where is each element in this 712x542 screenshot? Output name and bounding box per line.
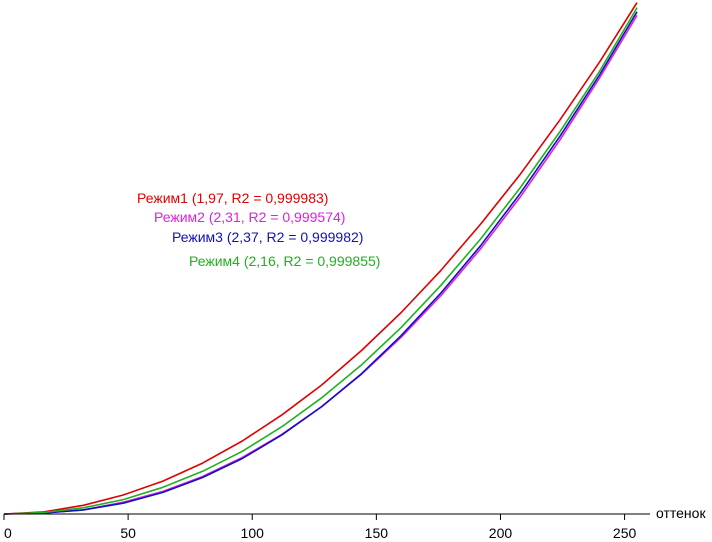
legend-entry-4: Режим4 (2,16, R2 = 0,999855) <box>189 253 380 269</box>
plot-lines <box>3 2 638 515</box>
legend-entry-3: Режим3 (2,37, R2 = 0,999982) <box>172 229 363 245</box>
series-line-1 <box>3 2 638 515</box>
series-line-3 <box>3 11 638 515</box>
x-tick-label-200: 200 <box>489 525 513 541</box>
x-axis <box>3 513 650 520</box>
series-line-4 <box>3 7 638 515</box>
legend: Режим1 (1,97, R2 = 0,999983) Режим2 (2,31… <box>137 190 380 269</box>
x-tick-labels: 0 50 100 150 200 250 <box>4 525 636 541</box>
legend-entry-1: Режим1 (1,97, R2 = 0,999983) <box>137 190 328 206</box>
x-tick-label-250: 250 <box>613 525 637 541</box>
x-tick-label-50: 50 <box>120 525 136 541</box>
legend-entry-2: Режим2 (2,31, R2 = 0,999574) <box>154 209 345 225</box>
x-axis-title: оттенок <box>656 505 706 521</box>
x-tick-label-0: 0 <box>4 525 12 541</box>
x-tick-label-150: 150 <box>365 525 389 541</box>
x-tick-label-100: 100 <box>241 525 265 541</box>
